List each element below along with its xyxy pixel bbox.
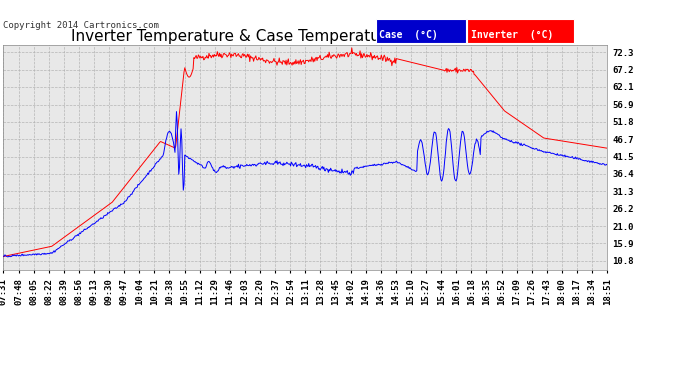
Title: Inverter Temperature & Case Temperature Wed Mar 12 19:00: Inverter Temperature & Case Temperature … [70, 29, 540, 44]
Text: Inverter  (°C): Inverter (°C) [471, 30, 553, 39]
Text: Copyright 2014 Cartronics.com: Copyright 2014 Cartronics.com [3, 21, 159, 30]
Text: Case  (°C): Case (°C) [380, 30, 438, 39]
